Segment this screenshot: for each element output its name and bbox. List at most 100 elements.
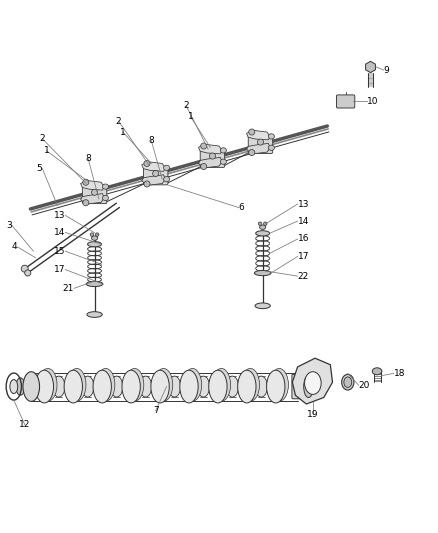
- Text: 8: 8: [148, 136, 154, 146]
- Ellipse shape: [268, 134, 275, 139]
- Ellipse shape: [10, 379, 18, 393]
- FancyBboxPatch shape: [144, 166, 168, 185]
- Ellipse shape: [125, 368, 144, 401]
- Ellipse shape: [268, 145, 275, 150]
- Circle shape: [249, 129, 255, 135]
- Text: 12: 12: [19, 420, 30, 429]
- Ellipse shape: [92, 236, 98, 240]
- Ellipse shape: [267, 370, 285, 403]
- Ellipse shape: [102, 195, 109, 200]
- Ellipse shape: [241, 368, 259, 401]
- Polygon shape: [81, 181, 104, 190]
- Polygon shape: [81, 193, 104, 204]
- Ellipse shape: [168, 376, 180, 397]
- FancyBboxPatch shape: [292, 374, 312, 399]
- Ellipse shape: [122, 370, 140, 403]
- Circle shape: [264, 222, 267, 225]
- Ellipse shape: [67, 368, 86, 401]
- FancyBboxPatch shape: [200, 149, 225, 167]
- Circle shape: [95, 233, 99, 236]
- Ellipse shape: [151, 370, 169, 403]
- Ellipse shape: [198, 376, 209, 397]
- Polygon shape: [247, 130, 270, 140]
- Circle shape: [209, 153, 215, 159]
- Circle shape: [144, 181, 150, 187]
- Ellipse shape: [344, 377, 352, 387]
- Polygon shape: [142, 161, 165, 171]
- Text: 13: 13: [54, 211, 65, 220]
- Text: 10: 10: [367, 97, 379, 106]
- Ellipse shape: [255, 376, 268, 397]
- Text: 15: 15: [54, 247, 65, 256]
- Ellipse shape: [110, 376, 123, 397]
- Text: 9: 9: [384, 66, 389, 75]
- Text: 16: 16: [297, 235, 309, 244]
- Text: 14: 14: [297, 216, 309, 225]
- Text: 8: 8: [85, 154, 91, 163]
- Circle shape: [21, 265, 28, 272]
- Text: 22: 22: [297, 272, 309, 280]
- Circle shape: [90, 233, 94, 236]
- Ellipse shape: [139, 376, 152, 397]
- Ellipse shape: [260, 225, 266, 229]
- Ellipse shape: [209, 370, 227, 403]
- Ellipse shape: [102, 184, 109, 189]
- Ellipse shape: [220, 159, 226, 164]
- Text: 17: 17: [54, 265, 65, 274]
- Ellipse shape: [256, 231, 270, 236]
- Text: 1: 1: [120, 127, 126, 136]
- Text: 2: 2: [39, 134, 45, 143]
- Ellipse shape: [35, 370, 53, 403]
- Polygon shape: [198, 144, 222, 154]
- Circle shape: [152, 171, 159, 176]
- Circle shape: [25, 270, 31, 276]
- Text: 1: 1: [44, 146, 49, 155]
- Circle shape: [201, 164, 207, 169]
- Ellipse shape: [226, 376, 238, 397]
- Ellipse shape: [212, 368, 230, 401]
- Circle shape: [258, 139, 264, 145]
- Text: 14: 14: [54, 228, 65, 237]
- Text: 3: 3: [6, 221, 12, 230]
- Ellipse shape: [23, 372, 39, 401]
- Ellipse shape: [53, 376, 65, 397]
- Circle shape: [249, 149, 255, 156]
- FancyBboxPatch shape: [248, 135, 273, 154]
- Text: 6: 6: [239, 203, 244, 212]
- Ellipse shape: [87, 312, 102, 317]
- Polygon shape: [198, 157, 222, 168]
- Ellipse shape: [254, 270, 271, 276]
- Ellipse shape: [180, 370, 198, 403]
- Circle shape: [201, 143, 207, 149]
- Ellipse shape: [163, 165, 170, 171]
- Ellipse shape: [154, 368, 173, 401]
- Ellipse shape: [220, 148, 226, 153]
- Text: 1: 1: [188, 112, 194, 121]
- Ellipse shape: [64, 370, 82, 403]
- Ellipse shape: [93, 370, 111, 403]
- Ellipse shape: [304, 372, 321, 394]
- Ellipse shape: [184, 368, 201, 401]
- Text: 17: 17: [297, 252, 309, 261]
- Text: 21: 21: [63, 284, 74, 293]
- Text: 7: 7: [153, 406, 159, 415]
- Text: 2: 2: [184, 101, 189, 110]
- Polygon shape: [247, 143, 270, 154]
- FancyBboxPatch shape: [82, 185, 107, 204]
- Ellipse shape: [342, 374, 354, 390]
- Circle shape: [92, 189, 98, 195]
- Ellipse shape: [16, 378, 25, 395]
- Ellipse shape: [238, 370, 256, 403]
- Ellipse shape: [304, 376, 313, 398]
- Text: 19: 19: [307, 409, 318, 418]
- Text: 5: 5: [36, 164, 42, 173]
- Ellipse shape: [88, 241, 102, 247]
- Ellipse shape: [372, 368, 382, 375]
- Text: 2: 2: [116, 117, 121, 126]
- Text: 20: 20: [359, 381, 370, 390]
- FancyBboxPatch shape: [336, 95, 355, 108]
- Ellipse shape: [81, 376, 94, 397]
- Circle shape: [144, 160, 150, 166]
- Ellipse shape: [96, 368, 115, 401]
- Polygon shape: [142, 175, 165, 185]
